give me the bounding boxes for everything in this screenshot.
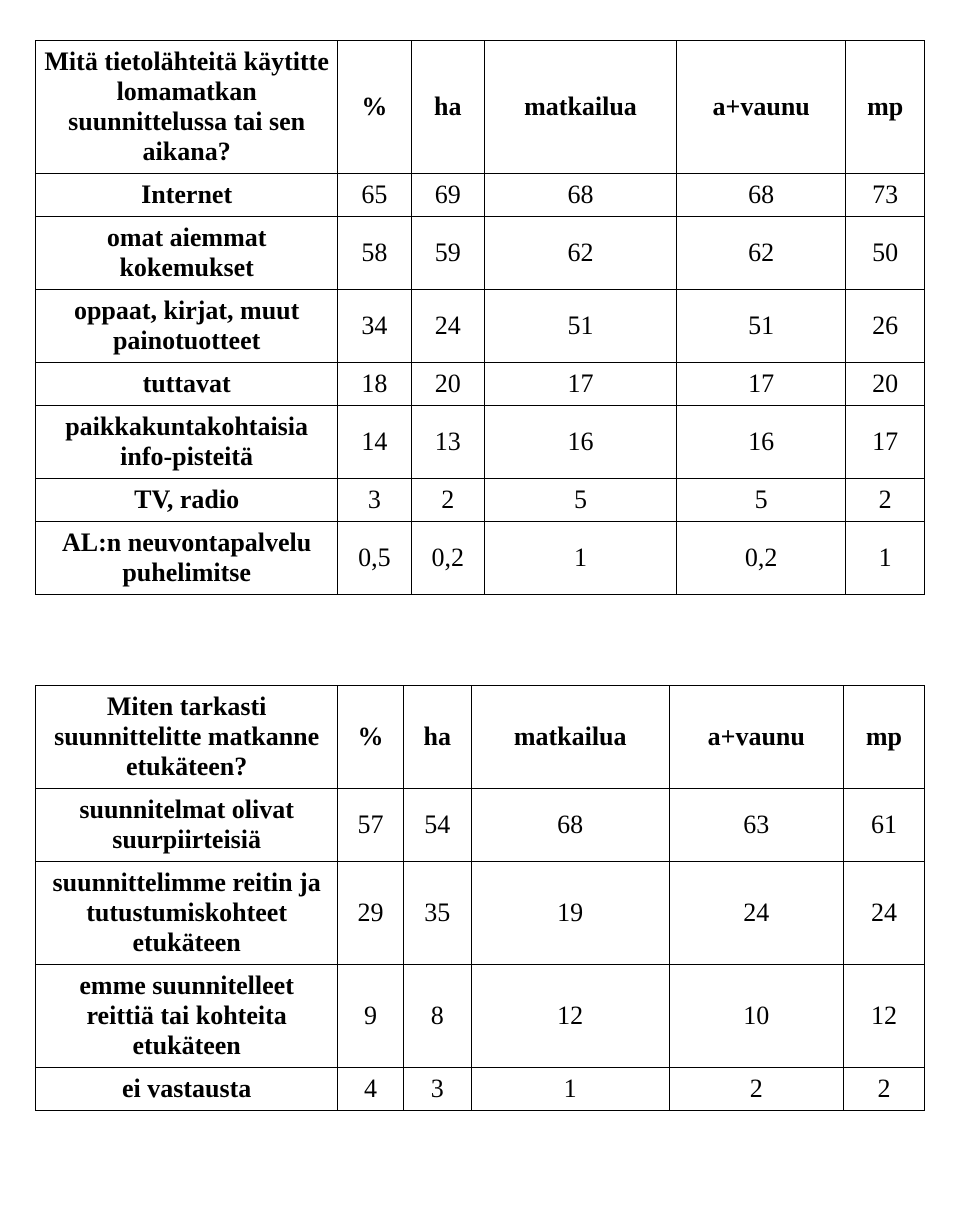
cell: 4: [338, 1068, 404, 1111]
cell: 1: [484, 522, 676, 595]
col-header: ha: [403, 686, 471, 789]
table-row: omat aiemmat kokemukset 58 59 62 62 50: [36, 217, 925, 290]
cell: 57: [338, 789, 404, 862]
cell: 2: [411, 479, 484, 522]
cell: 73: [846, 174, 925, 217]
col-header: a+vaunu: [677, 41, 846, 174]
table-row: emme suunnitelleet reittiä tai kohteita …: [36, 965, 925, 1068]
cell: 14: [338, 406, 411, 479]
cell: 24: [669, 862, 843, 965]
cell: 2: [846, 479, 925, 522]
cell: 8: [403, 965, 471, 1068]
cell: 35: [403, 862, 471, 965]
col-header: %: [338, 686, 404, 789]
row-label: AL:n neuvontapalvelu puhelimitse: [36, 522, 338, 595]
cell: 50: [846, 217, 925, 290]
col-header: matkailua: [471, 686, 669, 789]
cell: 0,5: [338, 522, 411, 595]
row-label: oppaat, kirjat, muut painotuotteet: [36, 290, 338, 363]
row-label: omat aiemmat kokemukset: [36, 217, 338, 290]
cell: 51: [484, 290, 676, 363]
cell: 68: [484, 174, 676, 217]
cell: 5: [677, 479, 846, 522]
col-header: matkailua: [484, 41, 676, 174]
table-row: ei vastausta 4 3 1 2 2: [36, 1068, 925, 1111]
col-header: mp: [843, 686, 924, 789]
row-label: ei vastausta: [36, 1068, 338, 1111]
table-row: Internet 65 69 68 68 73: [36, 174, 925, 217]
cell: 16: [677, 406, 846, 479]
row-label: TV, radio: [36, 479, 338, 522]
cell: 62: [677, 217, 846, 290]
table-row: tuttavat 18 20 17 17 20: [36, 363, 925, 406]
cell: 0,2: [677, 522, 846, 595]
cell: 62: [484, 217, 676, 290]
cell: 54: [403, 789, 471, 862]
row-label: suunnitelmat olivat suurpiirteisiä: [36, 789, 338, 862]
cell: 58: [338, 217, 411, 290]
question-cell: Miten tarkasti suunnittelitte matkanne e…: [36, 686, 338, 789]
table-row: oppaat, kirjat, muut painotuotteet 34 24…: [36, 290, 925, 363]
cell: 29: [338, 862, 404, 965]
cell: 5: [484, 479, 676, 522]
cell: 24: [843, 862, 924, 965]
col-header: mp: [846, 41, 925, 174]
row-label: suunnittelimme reitin ja tutustumiskohte…: [36, 862, 338, 965]
col-header: %: [338, 41, 411, 174]
cell: 9: [338, 965, 404, 1068]
table-header-row: Miten tarkasti suunnittelitte matkanne e…: [36, 686, 925, 789]
cell: 19: [471, 862, 669, 965]
cell: 65: [338, 174, 411, 217]
table-planning: Miten tarkasti suunnittelitte matkanne e…: [35, 685, 925, 1111]
cell: 61: [843, 789, 924, 862]
cell: 13: [411, 406, 484, 479]
table-header-row: Mitä tietolähteitä käytitte lomamatkan s…: [36, 41, 925, 174]
table-row: suunnittelimme reitin ja tutustumiskohte…: [36, 862, 925, 965]
cell: 59: [411, 217, 484, 290]
cell: 20: [411, 363, 484, 406]
cell: 10: [669, 965, 843, 1068]
cell: 12: [843, 965, 924, 1068]
cell: 1: [846, 522, 925, 595]
cell: 17: [677, 363, 846, 406]
col-header: a+vaunu: [669, 686, 843, 789]
cell: 63: [669, 789, 843, 862]
row-label: tuttavat: [36, 363, 338, 406]
cell: 2: [669, 1068, 843, 1111]
table-row: AL:n neuvontapalvelu puhelimitse 0,5 0,2…: [36, 522, 925, 595]
cell: 12: [471, 965, 669, 1068]
row-label: paikkakuntakohtaisia info-pisteitä: [36, 406, 338, 479]
cell: 34: [338, 290, 411, 363]
cell: 18: [338, 363, 411, 406]
col-header: ha: [411, 41, 484, 174]
cell: 68: [677, 174, 846, 217]
table-row: paikkakuntakohtaisia info-pisteitä 14 13…: [36, 406, 925, 479]
cell: 20: [846, 363, 925, 406]
cell: 16: [484, 406, 676, 479]
cell: 0,2: [411, 522, 484, 595]
row-label: emme suunnitelleet reittiä tai kohteita …: [36, 965, 338, 1068]
table-row: suunnitelmat olivat suurpiirteisiä 57 54…: [36, 789, 925, 862]
cell: 26: [846, 290, 925, 363]
cell: 3: [403, 1068, 471, 1111]
cell: 1: [471, 1068, 669, 1111]
cell: 2: [843, 1068, 924, 1111]
table-information-sources: Mitä tietolähteitä käytitte lomamatkan s…: [35, 40, 925, 595]
cell: 17: [484, 363, 676, 406]
spacer: [35, 595, 925, 685]
cell: 24: [411, 290, 484, 363]
question-cell: Mitä tietolähteitä käytitte lomamatkan s…: [36, 41, 338, 174]
table-row: TV, radio 3 2 5 5 2: [36, 479, 925, 522]
cell: 17: [846, 406, 925, 479]
cell: 69: [411, 174, 484, 217]
cell: 51: [677, 290, 846, 363]
cell: 3: [338, 479, 411, 522]
row-label: Internet: [36, 174, 338, 217]
cell: 68: [471, 789, 669, 862]
